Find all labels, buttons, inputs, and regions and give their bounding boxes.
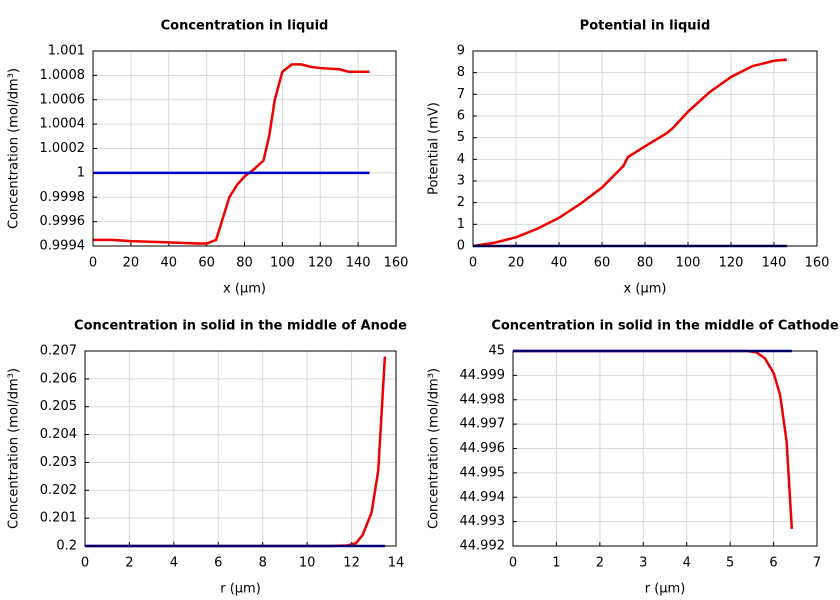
x-tick-label: 40 bbox=[160, 256, 177, 271]
y-tick-label: 0.201 bbox=[40, 511, 77, 526]
y-tick-label: 1 bbox=[77, 165, 85, 180]
y-tick-label: 0 bbox=[457, 239, 465, 254]
x-tick-label: 20 bbox=[123, 256, 140, 271]
x-tick-label: 4 bbox=[683, 556, 691, 571]
y-tick-label: 5 bbox=[457, 130, 465, 145]
y-tick-label: 1.0002 bbox=[40, 141, 86, 156]
chart-panel: 0 20 40 60 80 100 120 140 160 0.9994 0.9996 0.9998 1… bbox=[7, 19, 409, 297]
x-tick-label: 10 bbox=[299, 556, 316, 571]
x-tick-label: 140 bbox=[762, 256, 787, 271]
chart-panel: 0 2 4 6 8 10 12 14 0.2 0.201 0.202 0.203 0.204 0.205 0… bbox=[7, 319, 408, 597]
y-tick-label: 0.202 bbox=[40, 483, 77, 498]
y-axis-label: Concentration (mol/dm³) bbox=[7, 368, 22, 529]
chart-title: Concentration in liquid bbox=[161, 19, 329, 34]
x-tick-label: 0 bbox=[469, 256, 477, 271]
chart-title: Concentration in solid in the middle of … bbox=[74, 319, 407, 334]
x-tick-label: 5 bbox=[726, 556, 734, 571]
y-axis-label: Concentration (mol/dm³) bbox=[7, 68, 22, 229]
y-tick-label: 1.0008 bbox=[40, 68, 86, 83]
y-tick-label: 0.206 bbox=[40, 371, 77, 386]
x-tick-label: 140 bbox=[346, 256, 371, 271]
y-tick-label: 44.998 bbox=[460, 392, 506, 407]
y-tick-label: 1.0004 bbox=[40, 117, 86, 132]
x-tick-label: 40 bbox=[551, 256, 568, 271]
y-tick-label: 0.9996 bbox=[40, 214, 86, 229]
y-tick-label: 0.2 bbox=[56, 539, 77, 554]
x-tick-label: 120 bbox=[719, 256, 744, 271]
y-tick-label: 44.992 bbox=[460, 539, 506, 554]
x-tick-label: 20 bbox=[508, 256, 525, 271]
x-tick-label: 80 bbox=[236, 256, 253, 271]
x-tick-label: 60 bbox=[198, 256, 215, 271]
y-tick-label: 44.996 bbox=[460, 441, 506, 456]
y-tick-label: 44.995 bbox=[460, 465, 506, 480]
y-axis-label: Potential (mV) bbox=[427, 102, 442, 195]
x-tick-label: 0 bbox=[509, 556, 517, 571]
x-tick-label: 0 bbox=[89, 256, 97, 271]
x-tick-label: 160 bbox=[384, 256, 409, 271]
y-tick-label: 44.994 bbox=[460, 490, 506, 505]
data-line bbox=[472, 58, 788, 248]
y-tick-label: 0.203 bbox=[40, 455, 77, 470]
x-tick-label: 100 bbox=[676, 256, 701, 271]
x-tick-label: 1 bbox=[552, 556, 560, 571]
x-tick-label: 7 bbox=[813, 556, 821, 571]
plot-frame bbox=[472, 50, 818, 247]
y-tick-label: 0.204 bbox=[40, 427, 77, 442]
data-line bbox=[93, 63, 370, 245]
x-tick-label: 0 bbox=[81, 556, 89, 571]
y-tick-label: 3 bbox=[457, 174, 465, 189]
plot-frame bbox=[512, 350, 818, 547]
x-tick-label: 4 bbox=[170, 556, 178, 571]
y-tick-label: 1.0006 bbox=[40, 92, 86, 107]
y-tick-label: 1 bbox=[457, 217, 465, 232]
chart-title: Potential in liquid bbox=[580, 19, 711, 34]
x-tick-label: 160 bbox=[805, 256, 830, 271]
y-tick-label: 8 bbox=[457, 65, 465, 80]
chart-title: Concentration in solid in the middle of … bbox=[491, 319, 839, 334]
x-tick-label: 12 bbox=[343, 556, 360, 571]
plot-frame bbox=[84, 350, 397, 547]
x-tick-label: 8 bbox=[259, 556, 267, 571]
data-line bbox=[513, 349, 794, 530]
x-tick-label: 6 bbox=[769, 556, 777, 571]
y-tick-label: 0.9994 bbox=[40, 239, 86, 254]
x-tick-label: 80 bbox=[637, 256, 654, 271]
y-tick-label: 45 bbox=[488, 344, 505, 359]
y-tick-label: 6 bbox=[457, 109, 465, 124]
y-tick-label: 2 bbox=[457, 195, 465, 210]
x-tick-label: 14 bbox=[388, 556, 405, 571]
x-tick-label: 60 bbox=[594, 256, 611, 271]
y-tick-label: 44.997 bbox=[460, 417, 506, 432]
y-tick-label: 44.993 bbox=[460, 514, 506, 529]
y-tick-label: 7 bbox=[457, 87, 465, 102]
y-axis-label: Concentration (mol/dm³) bbox=[427, 368, 442, 529]
chart-panel: 0 20 40 60 80 100 120 140 160 0 1 2 3 4 5 6 7 8 9 Potential… bbox=[427, 19, 830, 297]
y-tick-label: 9 bbox=[457, 44, 465, 59]
x-axis-label: x (µm) bbox=[624, 282, 667, 297]
y-tick-label: 0.9998 bbox=[40, 190, 86, 205]
x-tick-label: 100 bbox=[270, 256, 295, 271]
x-tick-label: 120 bbox=[308, 256, 333, 271]
y-tick-label: 0.207 bbox=[40, 344, 77, 359]
x-tick-label: 2 bbox=[125, 556, 133, 571]
data-line bbox=[85, 356, 387, 548]
y-tick-label: 1.001 bbox=[48, 44, 85, 59]
x-tick-label: 3 bbox=[639, 556, 647, 571]
chart-panel: 0 1 2 3 4 5 6 744.99244.99344.99444.99544.99644… bbox=[427, 319, 839, 597]
x-axis-label: x (µm) bbox=[223, 282, 266, 297]
plot-frame bbox=[92, 50, 397, 247]
x-tick-label: 2 bbox=[596, 556, 604, 571]
y-tick-label: 44.999 bbox=[460, 368, 506, 383]
x-axis-label: r (µm) bbox=[645, 582, 686, 597]
x-tick-label: 6 bbox=[214, 556, 222, 571]
x-axis-label: r (µm) bbox=[220, 582, 261, 597]
y-tick-label: 4 bbox=[457, 152, 465, 167]
y-tick-label: 0.205 bbox=[40, 399, 77, 414]
